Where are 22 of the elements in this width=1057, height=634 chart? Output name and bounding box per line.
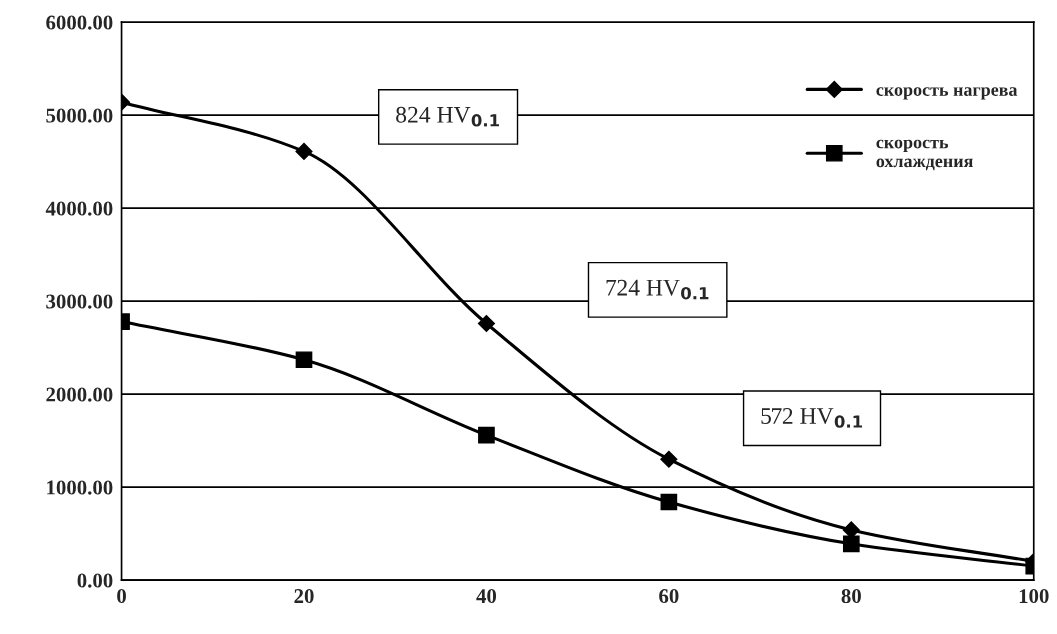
- y-tick-label: 6000.00: [46, 15, 113, 30]
- x-tick-label: 0: [117, 589, 126, 604]
- y-tick-label: 2000.00: [46, 387, 113, 402]
- y-tick-label: 1000.00: [47, 480, 113, 495]
- x-tick-label: 40: [476, 589, 497, 604]
- x-tick-label: 80: [841, 589, 861, 604]
- annotation: 724 HV$_{0.1}$: [606, 279, 709, 300]
- point: [478, 426, 495, 444]
- y-tick-label: 4000.00: [45, 201, 113, 216]
- annotation: 824 HV$_{0.1}$: [396, 106, 499, 127]
- y-tick-label: 5000.00: [46, 108, 113, 123]
- point: [660, 493, 678, 511]
- x-tick-label: 100: [1019, 589, 1049, 604]
- x-tick-label: 60: [659, 589, 679, 604]
- point: [477, 314, 495, 333]
- point: [660, 450, 678, 468]
- legend-label: скорость нагрева: [876, 87, 1018, 100]
- legend-label: скорость охлаждения: [876, 139, 973, 171]
- y-tick-label: 0.00: [77, 573, 113, 588]
- x-tick-label: 20: [294, 589, 314, 604]
- annotation: 572 HV$_{0.1}$: [761, 408, 863, 428]
- y-tick-label: 3000.00: [46, 294, 113, 309]
